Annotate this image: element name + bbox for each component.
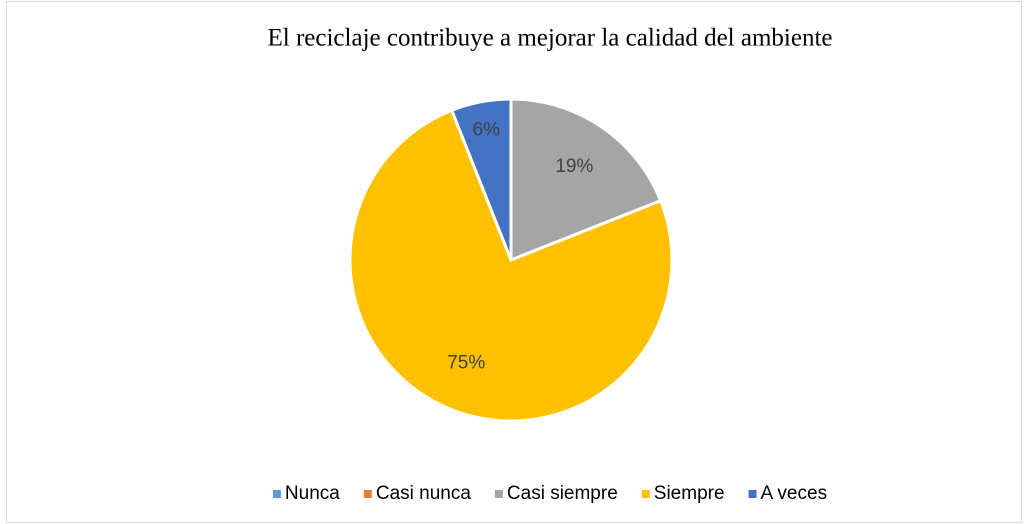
legend-label: Siempre	[654, 483, 725, 504]
pie-slice	[449, 97, 513, 261]
data-label: 75%	[447, 352, 485, 373]
legend-marker	[641, 490, 650, 498]
data-label: 6%	[473, 119, 501, 140]
pie-slice	[509, 97, 663, 263]
legend-marker	[363, 490, 372, 498]
pie-slice	[348, 108, 674, 423]
legend-marker	[272, 490, 281, 498]
legend-label: Casi nunca	[376, 483, 471, 504]
legend-label: Nunca	[285, 483, 340, 504]
chart-title: El reciclaje contribuye a mejorar la cal…	[268, 25, 833, 52]
data-label: 19%	[555, 156, 593, 177]
legend-label: Casi siempre	[507, 483, 618, 504]
legend-marker	[494, 490, 503, 498]
legend-marker	[748, 490, 757, 498]
legend-label: A veces	[761, 483, 828, 504]
